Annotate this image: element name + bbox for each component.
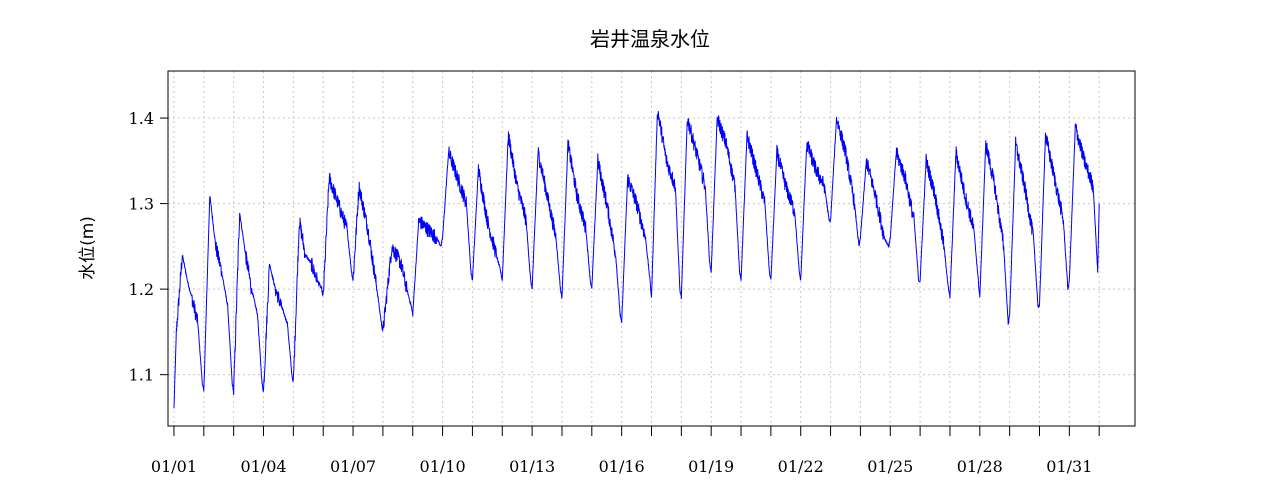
y-tick-label: 1.3: [129, 195, 154, 214]
y-tick-label: 1.4: [129, 109, 154, 128]
grid-lines: [168, 71, 1135, 426]
x-tick-label: 01/04: [240, 457, 286, 476]
y-tick-label: 1.2: [129, 280, 154, 299]
x-axis: 01/01 01/04 01/07 01/10 01/13 01/16 01/19 01/22…: [151, 426, 1100, 476]
x-tick-label: 01/28: [957, 457, 1003, 476]
x-tick-label: 01/19: [688, 457, 734, 476]
x-tick-label: 01/13: [509, 457, 555, 476]
series-layer: [173, 111, 1100, 409]
x-tick-label: 01/31: [1046, 457, 1092, 476]
x-tick-label: 01/25: [867, 457, 913, 476]
y-axis: 1.1 1.2 1.3 1.4: [129, 109, 168, 385]
x-tick-label: 01/16: [599, 457, 645, 476]
x-tick-label: 01/22: [778, 457, 824, 476]
water-level-series-line: [173, 111, 1100, 409]
x-tick-label: 01/10: [420, 457, 466, 476]
x-tick-label: 01/01: [151, 457, 197, 476]
y-axis-label: 水位(m): [78, 216, 98, 280]
chart-title: 岩井温泉水位: [590, 27, 710, 51]
x-tick-label: 01/07: [330, 457, 376, 476]
y-tick-label: 1.1: [129, 366, 154, 385]
